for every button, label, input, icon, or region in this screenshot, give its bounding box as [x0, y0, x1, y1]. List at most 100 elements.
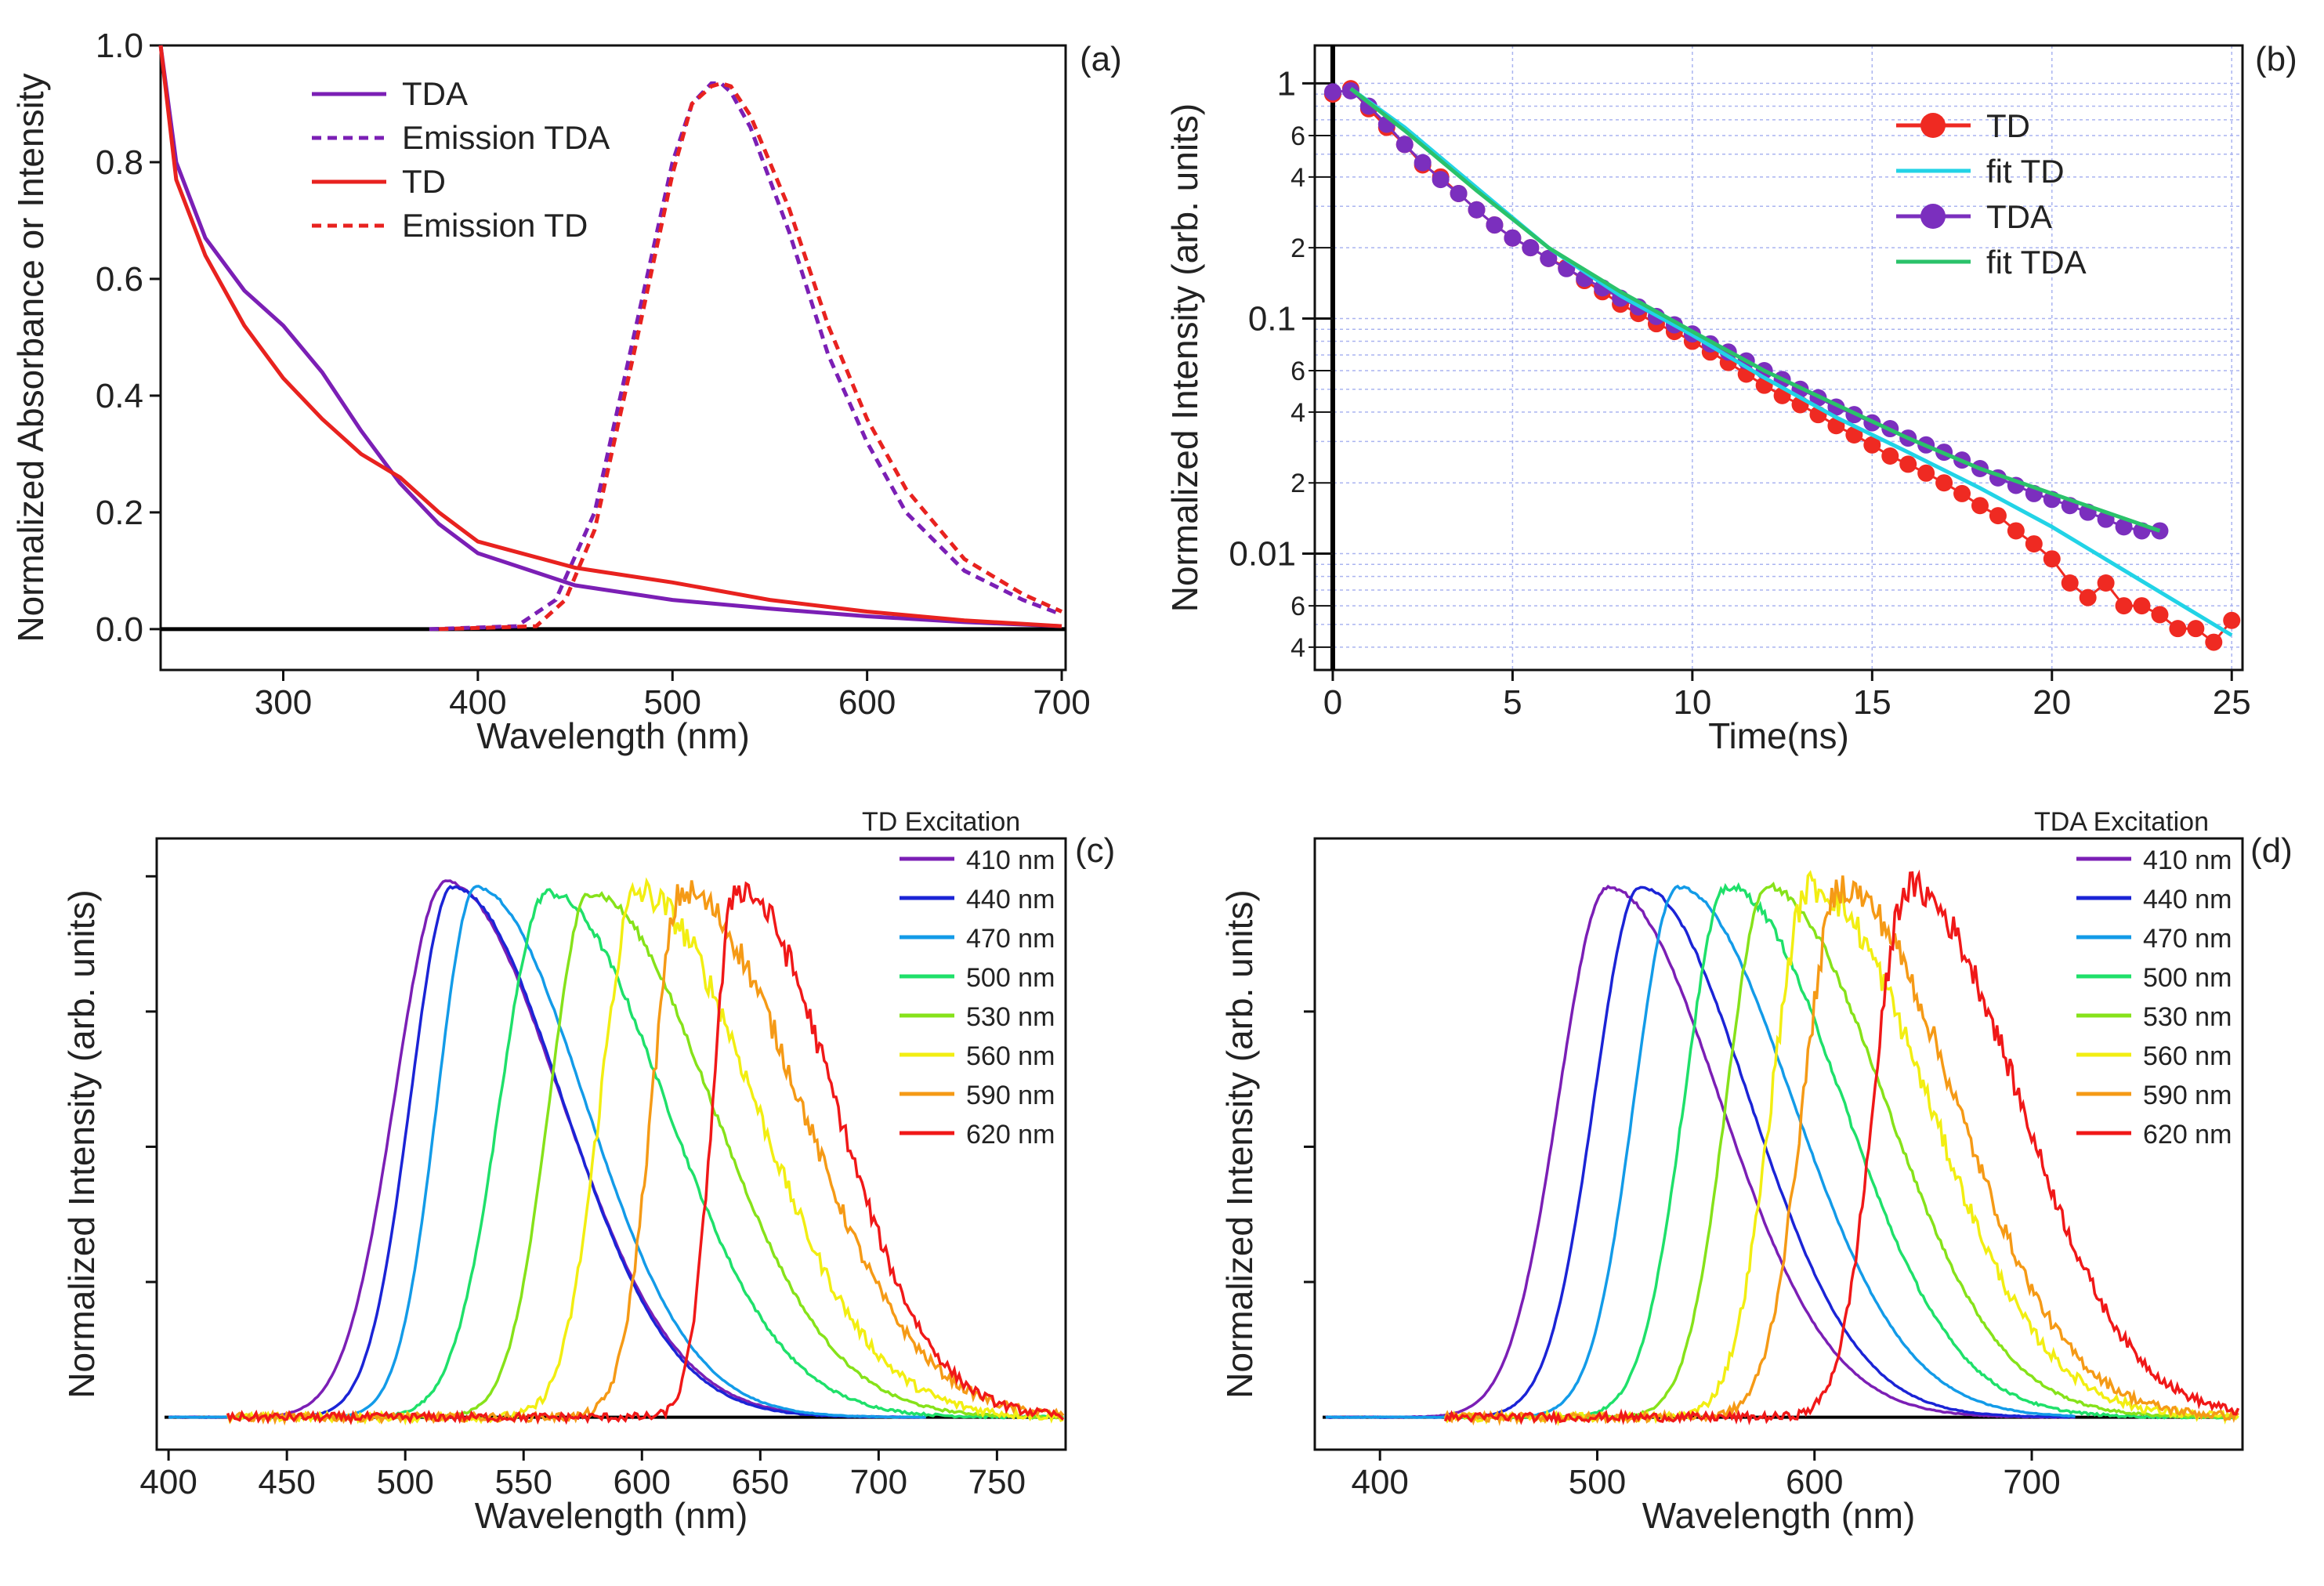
data-point [2079, 588, 2097, 607]
y-minor-tick-label: 2 [1291, 469, 1305, 498]
plot-frame [1313, 837, 2244, 1451]
data-point [1395, 136, 1414, 154]
y-minor-tick-label: 6 [1291, 592, 1305, 621]
spectrum-line [226, 880, 1065, 1426]
y-minor-tick-label: 4 [1291, 633, 1305, 663]
x-tick-label: 500 [644, 683, 701, 722]
data-point [1432, 171, 1450, 189]
x-tick-label: 500 [376, 1463, 433, 1501]
data-point [1504, 229, 1522, 247]
data-point [1935, 474, 1953, 492]
data-point [2115, 518, 2133, 536]
legend-label: 440 nm [966, 885, 1055, 914]
y-tick-label: 1.0 [96, 27, 143, 65]
x-axis-title: Time(ns) [1708, 715, 1849, 756]
plot-frame [159, 44, 1067, 672]
legend-title: TDA Excitation [2034, 807, 2209, 837]
spectrum-line [168, 885, 926, 1419]
x-tick-label: 0 [1323, 683, 1342, 722]
x-tick-label: 650 [732, 1463, 789, 1501]
legend-label: 620 nm [2143, 1120, 2232, 1150]
data-point [2061, 574, 2079, 592]
data-point [2043, 550, 2061, 568]
panel-c: 400 450 500 550 600 650 700 750 Wavelength (nm) N… [61, 807, 1115, 1536]
x-tick-label: 400 [449, 683, 506, 722]
data-point [1899, 455, 1917, 473]
plot-frame [1313, 44, 2244, 672]
fit-line [1349, 87, 2161, 533]
legend-label: TD [402, 163, 446, 200]
x-tick-label: 750 [968, 1463, 1026, 1501]
series-line [429, 81, 1062, 632]
data-point [2205, 633, 2223, 651]
data-point [2097, 574, 2115, 592]
legend-title: TD Excitation [862, 807, 1020, 837]
legend-label: 470 nm [966, 924, 1055, 954]
y-tick-label: 1 [1277, 64, 1296, 103]
spectrum-line [1443, 869, 2240, 1426]
series-line [158, 45, 1062, 628]
x-tick-label: 400 [1351, 1463, 1408, 1501]
x-tick-label: 10 [1673, 683, 1711, 722]
y-minor-tick-label: 2 [1291, 234, 1305, 263]
x-tick-label: 400 [139, 1463, 197, 1501]
legend-label: fit TD [1986, 153, 2065, 190]
y-tick-label: 0.2 [96, 494, 143, 532]
data-point [2133, 597, 2151, 615]
data-point [1917, 464, 1935, 482]
data-point [1450, 184, 1468, 202]
x-tick-label: 700 [2003, 1463, 2060, 1501]
legend-label: 410 nm [2143, 846, 2232, 875]
data-point [1881, 447, 1899, 465]
y-tick-label: 0.0 [96, 610, 143, 649]
x-tick-label: 15 [1853, 683, 1891, 722]
data-point [2187, 620, 2205, 638]
data-point [1863, 436, 1881, 454]
spectrum-line [168, 879, 927, 1419]
spectrum-line [227, 888, 1065, 1420]
data-point [2007, 522, 2025, 540]
legend-label: TDA [1986, 198, 2052, 235]
y-axis-title: Normalized Intensity (arb. units) [61, 889, 102, 1398]
data-point [1989, 507, 2007, 525]
x-tick-label: 700 [850, 1463, 907, 1501]
panel-d: 400 500 600 700 Wavelength (nm) Normalized In… [1219, 807, 2293, 1536]
data-point [1845, 425, 1863, 444]
legend-label: 590 nm [966, 1081, 1055, 1110]
y-tick-label: 0.4 [96, 377, 143, 415]
spectrum-line [226, 877, 1064, 1426]
series-line [439, 81, 1063, 632]
y-axis-title: Normalized Intensity (arb. units) [1219, 889, 1260, 1398]
data-point [2025, 535, 2043, 553]
data-point [2115, 597, 2133, 615]
x-tick-label: 600 [614, 1463, 671, 1501]
series-line [1332, 87, 2233, 644]
spectrum-line [226, 891, 1064, 1421]
x-tick-label: 300 [255, 683, 312, 722]
data-point [1522, 239, 1540, 257]
x-axis-title: Wavelength (nm) [475, 1495, 748, 1536]
x-tick-label: 700 [1033, 683, 1090, 722]
legend-label: Emission TD [402, 207, 588, 244]
legend-marker [1920, 113, 1946, 138]
spectrum-line [1443, 875, 2239, 1426]
x-axis-title: Wavelength (nm) [476, 715, 750, 756]
panel-label: (b) [2255, 40, 2297, 78]
y-axis-title: Normalized Absorbance or Intensity [10, 73, 51, 642]
x-tick-label: 450 [258, 1463, 315, 1501]
panel-label: (d) [2250, 831, 2293, 870]
spectrum-line [1325, 885, 2076, 1419]
data-point [1486, 216, 1504, 234]
data-point [2223, 611, 2241, 629]
legend-label: Emission TDA [402, 119, 610, 156]
data-point [2151, 606, 2169, 624]
y-minor-tick-label: 6 [1291, 357, 1305, 386]
legend-marker [1920, 204, 1946, 229]
data-point [1468, 201, 1486, 219]
legend-label: TD [1986, 107, 2030, 144]
data-point [1953, 484, 1971, 502]
panel-label: (c) [1075, 831, 1115, 870]
x-tick-label: 5 [1503, 683, 1522, 722]
